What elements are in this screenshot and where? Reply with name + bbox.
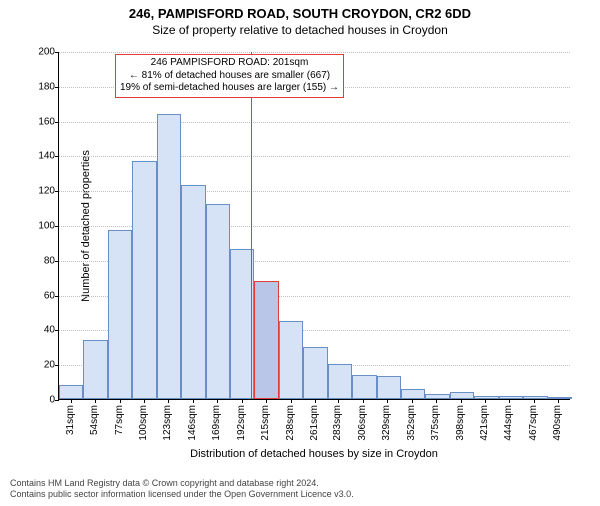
xtick-label: 192sqm (236, 405, 247, 441)
xtick-mark (436, 399, 437, 403)
gridline (59, 156, 570, 157)
xtick-label: 398sqm (455, 405, 466, 441)
footer-line2: Contains public sector information licen… (10, 489, 354, 500)
xtick-mark (95, 399, 96, 403)
xtick-label: 146sqm (187, 405, 198, 441)
xtick-label: 375sqm (430, 405, 441, 441)
bar (181, 185, 205, 399)
xtick-mark (120, 399, 121, 403)
xtick-mark (412, 399, 413, 403)
plot: 02040608010012014016018020031sqm54sqm77s… (58, 52, 570, 400)
ytick-label: 100 (38, 221, 59, 232)
xtick-mark (168, 399, 169, 403)
xtick-label: 123sqm (162, 405, 173, 441)
marker-line (251, 52, 252, 399)
xtick-label: 169sqm (211, 405, 222, 441)
ytick-label: 40 (44, 325, 59, 336)
bar (132, 161, 156, 399)
ytick-label: 120 (38, 186, 59, 197)
xtick-label: 31sqm (65, 405, 76, 435)
bar (401, 389, 425, 399)
xtick-mark (217, 399, 218, 403)
bar (108, 230, 132, 399)
bar (59, 385, 83, 399)
xtick-mark (315, 399, 316, 403)
xtick-mark (291, 399, 292, 403)
bar (499, 396, 523, 399)
gridline (59, 52, 570, 53)
bar (206, 204, 230, 399)
xtick-label: 54sqm (89, 405, 100, 435)
bar (377, 376, 401, 399)
footer: Contains HM Land Registry data © Crown c… (10, 478, 354, 500)
ytick-label: 80 (44, 255, 59, 266)
chart-title-line2: Size of property relative to detached ho… (0, 23, 600, 37)
infobox: 246 PAMPISFORD ROAD: 201sqm← 81% of deta… (115, 54, 344, 98)
xtick-mark (558, 399, 559, 403)
footer-line1: Contains HM Land Registry data © Crown c… (10, 478, 354, 489)
ytick-label: 160 (38, 116, 59, 127)
xtick-label: 215sqm (260, 405, 271, 441)
xtick-label: 77sqm (114, 405, 125, 435)
xtick-mark (193, 399, 194, 403)
xtick-label: 329sqm (381, 405, 392, 441)
xtick-label: 352sqm (406, 405, 417, 441)
ytick-label: 60 (44, 290, 59, 301)
bar (352, 375, 376, 399)
ytick-label: 20 (44, 360, 59, 371)
xtick-mark (509, 399, 510, 403)
ytick-label: 0 (49, 395, 59, 406)
xtick-label: 421sqm (479, 405, 490, 441)
xtick-label: 100sqm (138, 405, 149, 441)
xtick-mark (363, 399, 364, 403)
bar-highlight (254, 281, 278, 399)
x-axis-label: Distribution of detached houses by size … (58, 448, 570, 460)
xtick-mark (534, 399, 535, 403)
bar (303, 347, 327, 399)
bar (523, 396, 547, 399)
chart-container: 246, PAMPISFORD ROAD, SOUTH CROYDON, CR2… (0, 6, 600, 506)
bar (548, 397, 572, 399)
infobox-line2: ← 81% of detached houses are smaller (66… (120, 70, 339, 83)
xtick-mark (387, 399, 388, 403)
ytick-label: 180 (38, 81, 59, 92)
ytick-label: 140 (38, 151, 59, 162)
ytick-label: 200 (38, 47, 59, 58)
infobox-line3: 19% of semi-detached houses are larger (… (120, 82, 339, 95)
xtick-mark (266, 399, 267, 403)
bar (279, 321, 303, 399)
xtick-label: 261sqm (309, 405, 320, 441)
xtick-label: 306sqm (357, 405, 368, 441)
chart-title-line1: 246, PAMPISFORD ROAD, SOUTH CROYDON, CR2… (0, 6, 600, 21)
xtick-mark (71, 399, 72, 403)
xtick-label: 490sqm (552, 405, 563, 441)
infobox-line1: 246 PAMPISFORD ROAD: 201sqm (120, 57, 339, 70)
bar (157, 114, 181, 399)
xtick-mark (485, 399, 486, 403)
xtick-label: 444sqm (503, 405, 514, 441)
xtick-mark (461, 399, 462, 403)
xtick-label: 467sqm (528, 405, 539, 441)
bar (83, 340, 107, 399)
xtick-label: 238sqm (285, 405, 296, 441)
bar (474, 396, 498, 399)
xtick-mark (144, 399, 145, 403)
gridline (59, 122, 570, 123)
xtick-label: 283sqm (332, 405, 343, 441)
xtick-mark (242, 399, 243, 403)
bar (425, 394, 449, 399)
bar (450, 392, 474, 399)
bar (328, 364, 352, 399)
xtick-mark (338, 399, 339, 403)
chart-area: 02040608010012014016018020031sqm54sqm77s… (58, 52, 570, 400)
